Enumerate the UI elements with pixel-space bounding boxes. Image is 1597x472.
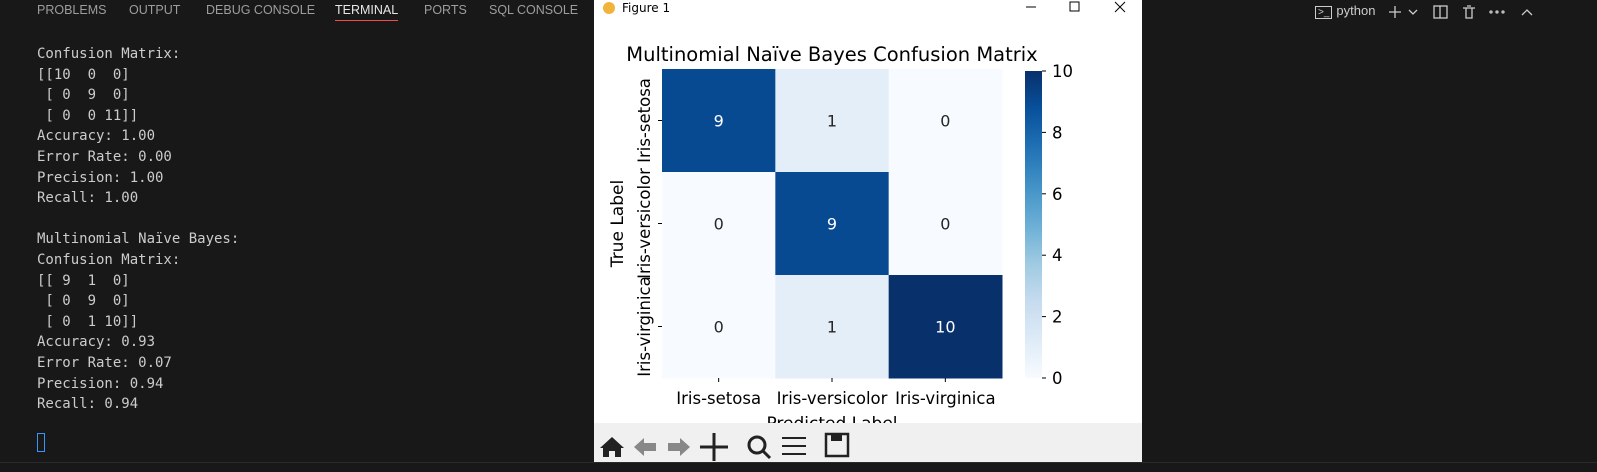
- cell-label: 0: [940, 215, 950, 234]
- toolbar-icons[interactable]: [600, 432, 850, 461]
- terminal-line: Multinomial Naïve Bayes:: [37, 231, 240, 248]
- terminal-line: Accuracy: 1.00: [37, 128, 156, 145]
- panel-actions[interactable]: [1385, 2, 1545, 22]
- colorbar-tick-label: 10: [1052, 62, 1073, 81]
- terminal-line: [ 0 1 10]]: [37, 313, 139, 330]
- heatmap-cell: [775, 172, 890, 276]
- terminal-line: [ 0 0 11]]: [37, 107, 139, 124]
- heatmap-cell: [888, 69, 1003, 173]
- colorbar-tick-label: 4: [1052, 246, 1063, 265]
- plot: 9 1 00 9 00 1 10Iris-setosaIris-setosaIris-ver…: [608, 43, 1073, 434]
- terminal-line: [[ 9 1 0]: [37, 272, 130, 289]
- colorbar-tick-label: 2: [1052, 308, 1063, 327]
- terminal-line: Confusion Matrix:: [37, 46, 181, 62]
- window-controls[interactable]: [1026, 1, 1126, 13]
- title-bar: [594, 0, 1142, 22]
- y-tick-label: Iris-versicolor: [635, 168, 654, 279]
- terminal-line: [ 0 9 0]: [37, 87, 130, 104]
- x-tick-label: Iris-versicolor: [777, 389, 888, 408]
- terminal-icon: >_: [1315, 6, 1333, 19]
- cell-label: 0: [714, 318, 724, 337]
- app-icon: [603, 2, 615, 14]
- status-bar: [0, 462, 1597, 472]
- cell-label: 0: [714, 215, 724, 234]
- colorbar-tick-label: 8: [1052, 123, 1063, 142]
- heatmap-cell: [888, 172, 1003, 276]
- terminal-line: [[10 0 0]: [37, 66, 130, 83]
- cursor: [37, 433, 45, 452]
- panel-tab[interactable]: PORTS: [424, 3, 467, 17]
- panel-tab[interactable]: SQL CONSOLE: [489, 3, 579, 17]
- figure-window: Figure 1 9 1 00 9 00 1 10Iris-setosaIris-setos…: [594, 0, 1142, 462]
- cell-label: 9: [714, 112, 724, 131]
- panel-tab[interactable]: DEBUG CONSOLE: [206, 3, 316, 17]
- terminal-profile[interactable]: >_ python: [1315, 3, 1376, 19]
- toolbar: [594, 423, 1142, 462]
- colorbar: [1025, 71, 1042, 378]
- panel-tab[interactable]: TERMINAL: [335, 3, 399, 21]
- cell-label: 1: [827, 318, 837, 337]
- x-tick-label: Iris-virginica: [895, 389, 995, 408]
- panel-tab[interactable]: PROBLEMS: [37, 3, 107, 17]
- terminal-line: Error Rate: 0.00: [37, 149, 172, 165]
- chart-title: Multinomial Naïve Bayes Confusion Matrix: [626, 43, 1037, 66]
- heatmap-cell: [888, 275, 1003, 379]
- terminal-line: Recall: 0.94: [37, 396, 139, 413]
- terminal-line: Precision: 1.00: [37, 169, 164, 186]
- x-tick-label: Iris-setosa: [676, 389, 761, 408]
- window-title: Figure 1: [622, 1, 670, 15]
- heatmap-cell: [775, 69, 890, 173]
- colorbar-tick-label: 6: [1052, 185, 1063, 204]
- heatmap-cell: [662, 172, 776, 276]
- cell-label: 10: [935, 318, 955, 337]
- panel-tab[interactable]: OUTPUT: [129, 3, 181, 17]
- cell-label: 1: [827, 112, 837, 131]
- y-tick-label: Iris-setosa: [635, 78, 654, 163]
- colorbar-tick-label: 0: [1052, 369, 1063, 388]
- cell-label: 9: [827, 215, 837, 234]
- profile-name: python: [1336, 3, 1376, 18]
- y-tick-label: Iris-virginica: [635, 276, 654, 376]
- terminal-line: Accuracy: 0.93: [37, 334, 156, 351]
- y-axis-label: True Label: [608, 180, 628, 268]
- cell-label: 0: [940, 112, 950, 131]
- terminal-line: Precision: 0.94: [37, 375, 164, 392]
- terminal-line: Recall: 1.00: [37, 190, 139, 207]
- heatmap-cell: [775, 275, 890, 379]
- terminal-line: Error Rate: 0.07: [37, 355, 172, 371]
- terminal-line: Confusion Matrix:: [37, 252, 181, 268]
- terminal-line: [ 0 9 0]: [37, 293, 130, 310]
- heatmap-cell: [662, 69, 776, 173]
- heatmap-cell: [662, 275, 776, 379]
